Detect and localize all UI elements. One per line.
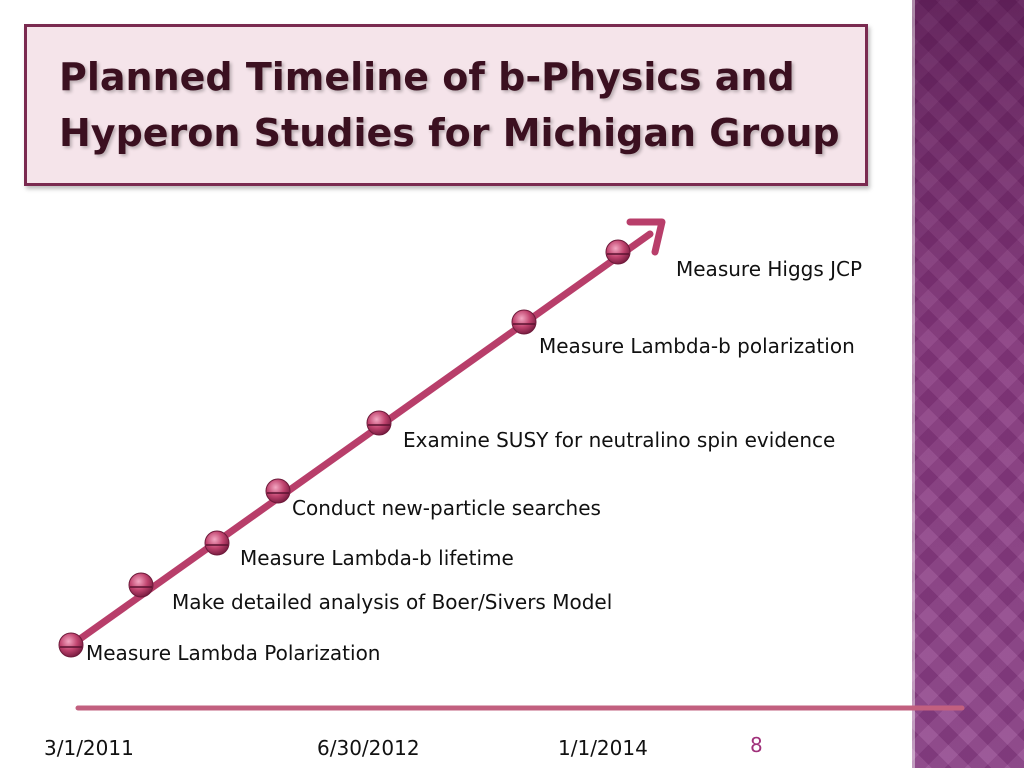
milestone-label-2: Make detailed analysis of Boer/Sivers Mo… bbox=[172, 590, 613, 614]
milestone-node-6 bbox=[511, 309, 537, 335]
timeline-line bbox=[66, 230, 654, 650]
timeline-arrowhead bbox=[626, 218, 666, 256]
milestone-node-2 bbox=[128, 572, 154, 598]
title-line-1: Planned Timeline of b-Physics and bbox=[59, 55, 795, 99]
title-line-2: Hyperon Studies for Michigan Group bbox=[59, 111, 840, 155]
milestone-nodes bbox=[58, 239, 631, 658]
slide-title: Planned Timeline of b-Physics and Hypero… bbox=[59, 49, 869, 161]
milestone-node-5 bbox=[366, 410, 392, 436]
milestone-label-5: Examine SUSY for neutralino spin evidenc… bbox=[403, 428, 836, 452]
date-label-3: 1/1/2014 bbox=[558, 736, 648, 760]
milestone-label-1: Measure Lambda Polarization bbox=[86, 641, 381, 665]
decorative-side-band bbox=[912, 0, 1024, 768]
milestone-node-4 bbox=[265, 478, 291, 504]
title-box: Planned Timeline of b-Physics and Hypero… bbox=[24, 24, 868, 186]
date-label-2: 6/30/2012 bbox=[317, 736, 420, 760]
milestone-label-3: Measure Lambda-b lifetime bbox=[240, 546, 514, 570]
milestone-node-1 bbox=[58, 632, 84, 658]
milestone-node-3 bbox=[204, 530, 230, 556]
date-label-1: 3/1/2011 bbox=[44, 736, 134, 760]
milestone-node-7 bbox=[605, 239, 631, 265]
milestone-label-7: Measure Higgs JCP bbox=[676, 257, 863, 281]
milestone-label-4: Conduct new-particle searches bbox=[292, 496, 601, 520]
milestone-label-6: Measure Lambda-b polarization bbox=[539, 334, 855, 358]
slide-number: 8 bbox=[750, 733, 763, 757]
